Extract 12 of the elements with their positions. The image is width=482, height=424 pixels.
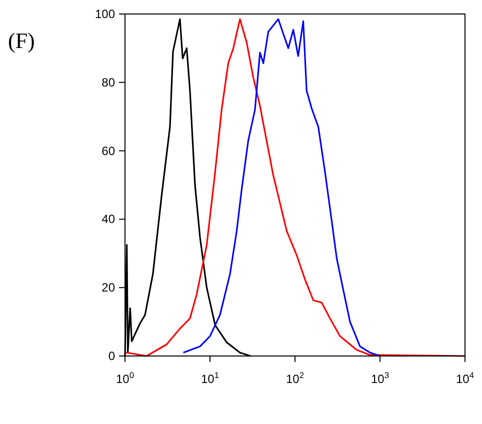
y-tick-label: 80: [102, 75, 116, 90]
y-tick-label: 60: [102, 144, 116, 158]
x-tick-label: 10$^{4}$: [456, 370, 474, 386]
y-tick-label: 20: [102, 280, 116, 295]
y-tick-label: 100: [94, 7, 116, 21]
y-tick-label: 40: [102, 212, 116, 226]
x-tick-label: 10$^{0}$: [116, 370, 134, 386]
x-tick-label: 10$^{3}$: [370, 370, 390, 386]
x-tick-label: 10$^{2}$: [286, 370, 304, 386]
y-tick-label: 0: [108, 349, 116, 363]
text: (F): [8, 28, 35, 53]
x-tick-label: 10$^{1}$: [200, 370, 220, 386]
